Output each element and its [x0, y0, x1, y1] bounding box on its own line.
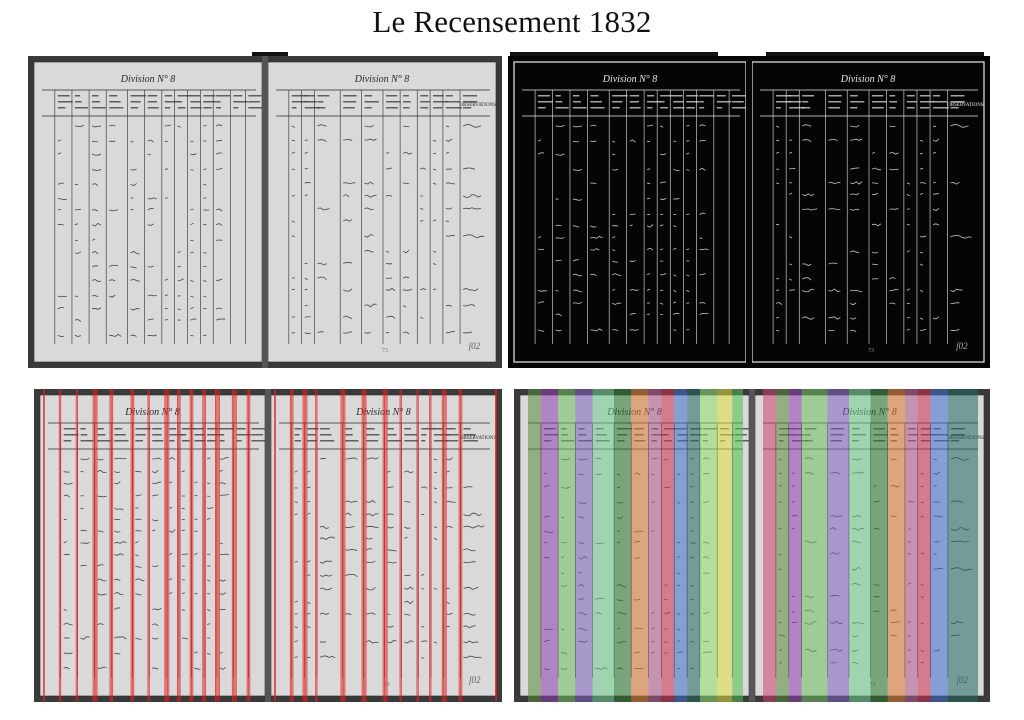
column-band [540, 389, 559, 702]
column-band [775, 389, 789, 702]
original-scan-image: Division N° 8 Division N° 8 OBSERVATIONS ſ0… [28, 56, 502, 368]
column-band [763, 389, 776, 702]
svg-text:ſ02: ſ02 [469, 675, 481, 685]
column-band [700, 389, 718, 702]
svg-text:Division N° 8: Division N° 8 [602, 74, 658, 85]
column-band [558, 389, 576, 702]
column-band [674, 389, 688, 702]
scan-edge-bar [252, 52, 288, 56]
column-band [788, 389, 802, 702]
svg-text:OBSERVATIONS: OBSERVATIONS [947, 103, 984, 108]
column-band [592, 389, 614, 702]
column-band [917, 389, 931, 702]
svg-text:ſ02: ſ02 [469, 341, 481, 351]
scan-edge-bar [766, 52, 984, 56]
column-band [801, 389, 828, 702]
svg-text:OBSERVATIONS: OBSERVATIONS [460, 103, 497, 108]
column-band [827, 389, 849, 702]
svg-text:73: 73 [868, 348, 874, 354]
column-lines-image: Division N° 8 Division N° 8OBSERVATIONSſ0… [34, 389, 502, 702]
column-band [575, 389, 593, 702]
svg-text:ſ02: ſ02 [956, 341, 968, 351]
column-band [631, 389, 649, 702]
svg-text:73: 73 [384, 682, 390, 688]
svg-text:Division N° 8: Division N° 8 [354, 74, 410, 85]
column-band [661, 389, 675, 702]
column-band [648, 389, 662, 702]
column-band [887, 389, 905, 702]
binarized-scan-panel: Division N° 8 Division N° 8 OBSERVATIONS ſ0… [508, 56, 990, 368]
column-band [717, 389, 733, 702]
column-band [947, 389, 978, 702]
column-band [904, 389, 918, 702]
column-band [930, 389, 948, 702]
column-band [849, 389, 871, 702]
svg-text:Division N° 8: Division N° 8 [124, 407, 180, 418]
original-scan-panel: Division N° 8 Division N° 8 OBSERVATIONS ſ0… [28, 56, 502, 368]
column-band [614, 389, 632, 702]
svg-text:73: 73 [382, 348, 388, 354]
column-band [528, 389, 541, 702]
column-band [870, 389, 888, 702]
column-band [687, 389, 700, 702]
binarized-scan-image: Division N° 8 Division N° 8 OBSERVATIONS ſ0… [508, 56, 990, 368]
svg-text:OBSERVATIONS: OBSERVATIONS [460, 436, 497, 441]
column-band [732, 389, 743, 702]
svg-text:Division N° 8: Division N° 8 [120, 74, 176, 85]
svg-text:Division N° 8: Division N° 8 [840, 74, 896, 85]
column-lines-panel: Division N° 8 Division N° 8 OBSERVATIONS ſ0… [34, 389, 502, 702]
figure-title: Le Recensement 1832 [372, 4, 652, 39]
scan-edge-bar [510, 52, 718, 56]
